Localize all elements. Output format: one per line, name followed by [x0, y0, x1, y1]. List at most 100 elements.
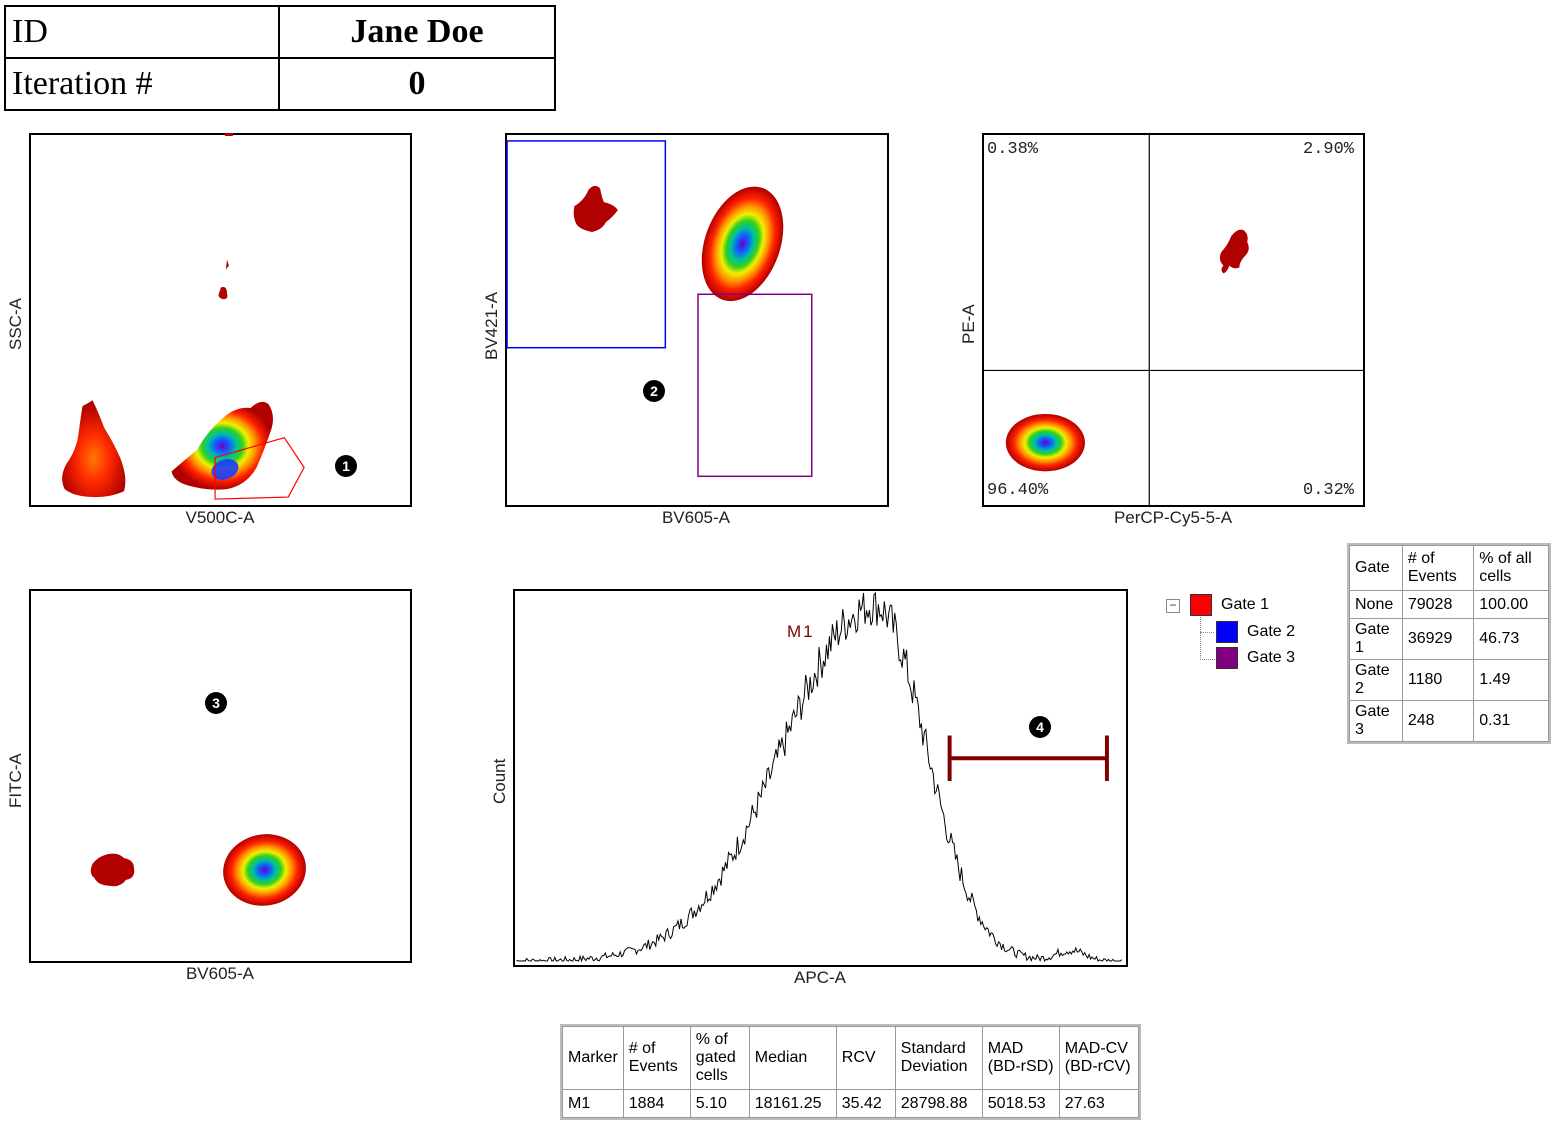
gate-1: [214, 437, 305, 500]
population-double-neg: [1005, 413, 1085, 472]
events-col-header: # of Events: [1401, 545, 1475, 591]
tree-line: [1200, 617, 1215, 660]
plot-fitc-vs-bv605-canvas: [90, 834, 306, 906]
x-axis-label-p4: BV605-A: [185, 964, 255, 983]
plot-bv421-vs-bv605-canvas: [506, 140, 813, 478]
gate-2: [506, 140, 667, 349]
gate-3-swatch: [1216, 647, 1238, 669]
x-axis-label-p1: V500C-A: [185, 508, 255, 527]
marker-stats-header: Marker # of Events % of gated cells Medi…: [562, 1026, 1139, 1090]
gate-2-label: Gate 2: [1247, 623, 1296, 640]
legend-gate-3[interactable]: Gate 3: [1216, 647, 1295, 669]
marker-m1-label: M1: [787, 622, 815, 641]
badge-2: 2: [643, 380, 665, 402]
mad-col-header: MAD (BD-rSD): [981, 1026, 1060, 1090]
histogram-trace: [516, 591, 1123, 963]
table-row: M1 1884 5.10 18161.25 35.42 28798.88 501…: [562, 1089, 1139, 1118]
cell: 46.73: [1473, 618, 1549, 660]
cell: 5.10: [689, 1089, 750, 1118]
cell: 1180: [1401, 659, 1475, 701]
gate-stats-table: Gate # of Events % of all cells None 790…: [1347, 543, 1551, 744]
population-double-pos: [1219, 229, 1249, 274]
histogram-apc: [513, 589, 1128, 967]
table-row: None 79028 100.00: [1349, 590, 1549, 619]
plot-fitc-vs-bv605: [29, 589, 412, 963]
legend-gate-2[interactable]: Gate 2: [1216, 621, 1295, 643]
iteration-label: Iteration #: [4, 57, 280, 111]
plot-pe-vs-percp-canvas: [984, 135, 1363, 505]
id-label: ID: [4, 5, 280, 59]
y-axis-label-p5: Count: [490, 758, 509, 804]
gate-col-header: Gate: [1349, 545, 1403, 591]
gate-1-label: Gate 1: [1221, 596, 1270, 613]
cell: 1.49: [1473, 659, 1549, 701]
collapse-toggle-icon[interactable]: −: [1166, 599, 1180, 613]
x-axis-label-p5: APC-A: [794, 968, 846, 987]
pct-col-header: % of all cells: [1473, 545, 1549, 591]
cell: Gate 2: [1349, 659, 1403, 701]
plot-pe-vs-percp: [982, 133, 1365, 507]
quadrant-lr-pct: 0.32%: [1303, 481, 1355, 500]
population-left-fitc: [90, 853, 135, 887]
table-row: Gate 3 248 0.31: [1349, 700, 1549, 742]
histogram-apc-canvas: [516, 591, 1123, 963]
gate-2-swatch: [1216, 621, 1238, 643]
cell: 248: [1401, 700, 1475, 742]
quadrant-ur-pct: 2.90%: [1303, 140, 1355, 159]
events-col-header: # of Events: [622, 1026, 691, 1090]
sd-col-header: Standard Deviation: [894, 1026, 983, 1090]
median-col-header: Median: [748, 1026, 837, 1090]
top-event-speck: [224, 133, 233, 136]
gate-3: [697, 293, 813, 478]
plot-bv421-vs-bv605: [505, 133, 889, 507]
plot-ssc-vs-v500c: [29, 133, 412, 507]
cell: 79028: [1401, 590, 1475, 619]
cell: M1: [562, 1089, 624, 1118]
badge-1: 1: [335, 455, 357, 477]
y-axis-label-p4: FITC-A: [6, 753, 25, 808]
population-debris: [225, 259, 229, 270]
y-axis-label-p3: PE-A: [959, 304, 978, 344]
cell: 1884: [622, 1089, 691, 1118]
cell: 0.31: [1473, 700, 1549, 742]
badge-3: 3: [205, 692, 227, 714]
madcv-col-header: MAD-CV (BD-rCV): [1058, 1026, 1139, 1090]
quadrant-ll-pct: 96.40%: [987, 481, 1049, 500]
table-row: Gate 2 1180 1.49: [1349, 659, 1549, 701]
cell: 18161.25: [748, 1089, 837, 1118]
marker-stats-table: Marker # of Events % of gated cells Medi…: [560, 1024, 1141, 1120]
cell: 36929: [1401, 618, 1475, 660]
cell: None: [1349, 590, 1403, 619]
y-axis-label-p2: BV421-A: [482, 291, 501, 360]
legend-gate-1[interactable]: Gate 1: [1190, 594, 1269, 616]
cell: Gate 1: [1349, 618, 1403, 660]
cell: Gate 3: [1349, 700, 1403, 742]
population-small: [218, 286, 228, 300]
population-bv605-pos: [701, 186, 784, 302]
population-bv421-pos: [573, 185, 618, 232]
rcv-col-header: RCV: [835, 1026, 896, 1090]
cell: 5018.53: [981, 1089, 1060, 1118]
population-main: [171, 401, 274, 490]
table-row: Gate 1 36929 46.73: [1349, 618, 1549, 660]
iteration-value: 0: [278, 57, 556, 111]
cell: 27.63: [1058, 1089, 1139, 1118]
gate-1-swatch: [1190, 594, 1212, 616]
pct-gated-col-header: % of gated cells: [689, 1026, 750, 1090]
x-axis-label-p3: PerCP-Cy5-5-A: [1113, 508, 1233, 527]
cell: 35.42: [835, 1089, 896, 1118]
plot-ssc-vs-v500c-canvas: [62, 133, 305, 500]
cell: 100.00: [1473, 590, 1549, 619]
marker-col-header: Marker: [562, 1026, 624, 1090]
population-left: [62, 400, 126, 498]
gate-stats-header: Gate # of Events % of all cells: [1349, 545, 1549, 591]
population-main-core: [211, 458, 239, 480]
y-axis-label-p1: SSC-A: [6, 298, 25, 350]
sample-header-table: ID Jane Doe Iteration # 0: [4, 5, 556, 111]
tree-line-mid: [1200, 632, 1214, 633]
population-right-fitc: [223, 834, 306, 906]
quadrant-ul-pct: 0.38%: [987, 140, 1039, 159]
badge-4: 4: [1029, 716, 1051, 738]
cell: 28798.88: [894, 1089, 983, 1118]
gate-3-label: Gate 3: [1247, 649, 1296, 666]
